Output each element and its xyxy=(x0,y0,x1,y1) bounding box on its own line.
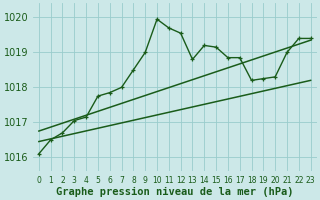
X-axis label: Graphe pression niveau de la mer (hPa): Graphe pression niveau de la mer (hPa) xyxy=(56,186,293,197)
